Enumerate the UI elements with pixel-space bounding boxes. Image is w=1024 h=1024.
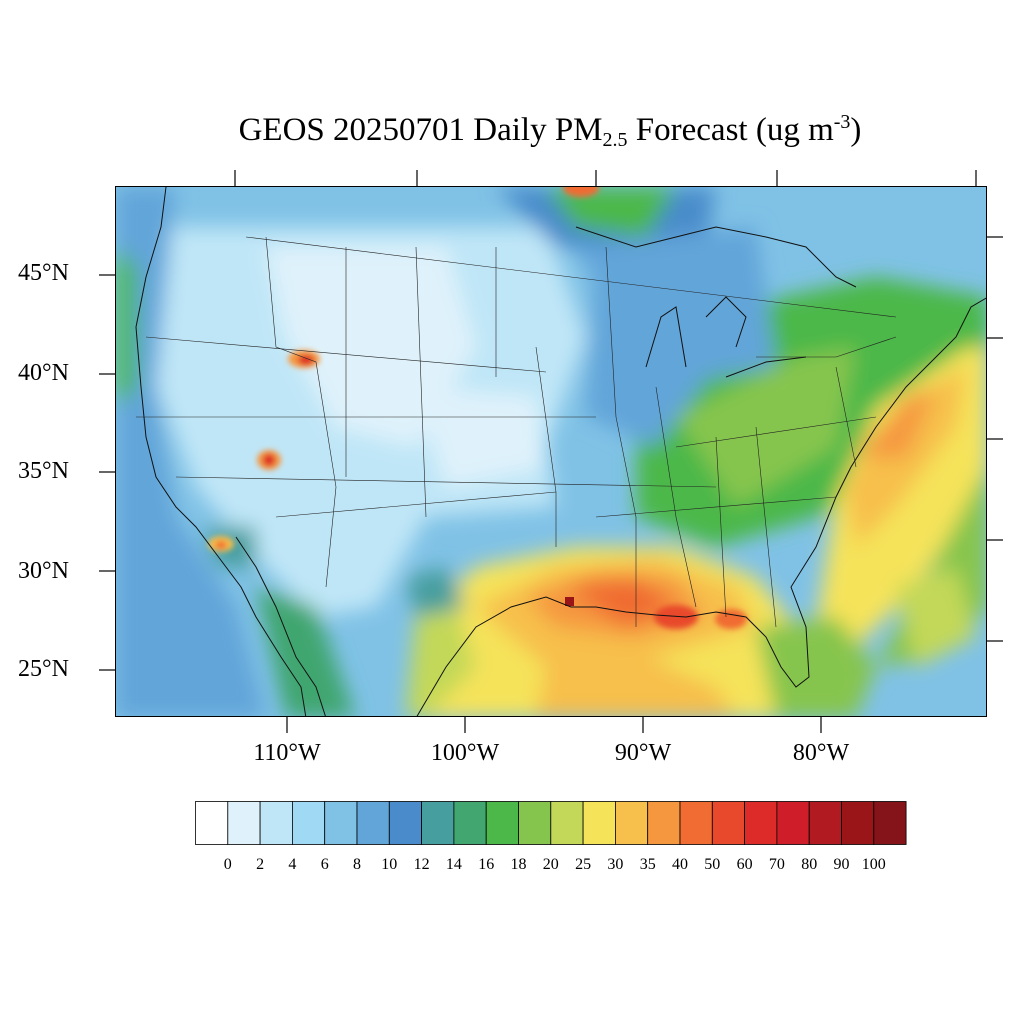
- colorbar-swatch: [324, 801, 358, 845]
- lon-label-110w: 110°W: [253, 740, 321, 766]
- pm25-field: [116, 187, 986, 716]
- lon-label-90w: 90°W: [614, 740, 672, 766]
- pm25-map: [115, 186, 987, 717]
- lat-label-25: 25°N: [18, 656, 69, 682]
- colorbar-tick-label: 12: [413, 856, 430, 873]
- colorbar-swatch: [453, 801, 487, 845]
- lat-label-40: 40°N: [18, 360, 69, 386]
- lat-label-35: 35°N: [18, 458, 69, 484]
- colorbar-tick-label: 0: [223, 856, 232, 873]
- hotspot-max: [565, 597, 574, 606]
- colorbar: [195, 801, 907, 845]
- map-title: GEOS 20250701 Daily PM2.5 Forecast (ug m…: [238, 111, 862, 151]
- colorbar-swatch: [259, 801, 293, 845]
- colorbar-tick-label: 10: [381, 856, 398, 873]
- lon-label-100w: 100°W: [430, 740, 500, 766]
- colorbar-swatch: [227, 801, 261, 845]
- colorbar-tick-label: 16: [478, 856, 495, 873]
- colorbar-swatch: [841, 801, 875, 845]
- colorbar-tick-label: 20: [542, 856, 559, 873]
- fire-hotspots: [208, 187, 747, 629]
- colorbar-swatch: [679, 801, 713, 845]
- colorbar-tick-label: 70: [768, 856, 785, 873]
- colorbar-tick-label: 35: [639, 856, 656, 873]
- colorbar-swatch: [356, 801, 390, 845]
- colorbar-tick-label: 6: [320, 856, 329, 873]
- colorbar-swatch: [195, 801, 229, 845]
- colorbar-tick-label: 90: [833, 856, 850, 873]
- colorbar-tick-label: 18: [510, 856, 527, 873]
- colorbar-swatch: [808, 801, 842, 845]
- colorbar-swatch: [518, 801, 552, 845]
- colorbar-tick-label: 50: [704, 856, 721, 873]
- state-borders: [136, 236, 897, 628]
- colorbar-swatch: [614, 801, 649, 845]
- colorbar-swatch: [873, 801, 907, 845]
- colorbar-swatch: [421, 801, 455, 845]
- colorbar-swatch: [388, 801, 423, 845]
- colorbar-swatch: [711, 801, 745, 845]
- colorbar-swatch: [776, 801, 810, 845]
- colorbar-swatch: [550, 801, 584, 845]
- colorbar-tick-label: 80: [801, 856, 818, 873]
- colorbar-swatch: [647, 801, 681, 845]
- colorbar-swatch: [292, 801, 326, 845]
- colorbar-tick-label: 40: [672, 856, 688, 873]
- top-ticks: [234, 170, 977, 186]
- colorbar-tick-label: 25: [575, 856, 592, 873]
- colorbar-swatch: [485, 801, 519, 845]
- colorbar-tick-label: 100: [861, 856, 886, 873]
- colorbar-tick-label: 30: [607, 856, 624, 873]
- colorbar-swatch: [582, 801, 616, 845]
- colorbar-swatch: [744, 801, 778, 845]
- lat-label-45: 45°N: [18, 260, 69, 286]
- colorbar-tick-label: 2: [256, 856, 265, 873]
- lon-label-80w: 80°W: [792, 740, 850, 766]
- coastlines: [135, 187, 986, 716]
- colorbar-tick-label: 14: [445, 856, 462, 873]
- colorbar-tick-label: 4: [288, 856, 297, 873]
- colorbar-tick-label: 8: [353, 856, 361, 873]
- lat-label-30: 30°N: [18, 558, 69, 584]
- colorbar-tick-label: 60: [736, 856, 753, 873]
